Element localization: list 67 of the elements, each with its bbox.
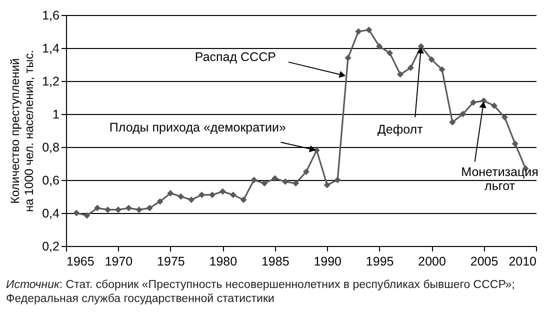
point — [73, 210, 80, 216]
point — [480, 98, 488, 104]
annotation: Распад СССР — [194, 50, 276, 64]
x-tick-label: 1975 — [157, 254, 185, 268]
point — [490, 102, 498, 109]
point — [188, 196, 195, 204]
x-tick-label: 1970 — [104, 254, 133, 268]
x-tick-label: 1980 — [209, 254, 238, 268]
y-tick-label: 0,2 — [42, 240, 60, 254]
point — [449, 119, 456, 126]
point — [407, 64, 414, 72]
point — [104, 206, 112, 213]
point — [178, 193, 184, 200]
point — [396, 71, 404, 78]
x-tick-label: 1985 — [261, 254, 290, 268]
y-tick-label: 0,6 — [42, 174, 60, 188]
point — [470, 99, 477, 106]
point — [240, 196, 247, 204]
x-tick-label: 1990 — [314, 254, 342, 268]
y-tick-label: 0,8 — [42, 140, 60, 154]
point — [114, 206, 122, 213]
y-tick-label: 0,4 — [42, 206, 60, 220]
point — [250, 176, 258, 184]
point — [94, 204, 101, 212]
x-tick-label: 2000 — [418, 254, 446, 268]
text: Источник: Стат. сборник «Преступность несовершеннолетних в республиках бывшего СССР»; Федеральная служба государственной статистики — [6, 278, 516, 306]
point — [460, 110, 466, 118]
y-tick-label: 1,6 — [42, 8, 60, 22]
point — [167, 190, 174, 196]
point — [386, 50, 394, 56]
point — [156, 198, 164, 205]
point — [428, 56, 435, 63]
point — [376, 43, 383, 50]
point — [334, 176, 341, 184]
y-tick-label: 1,2 — [42, 74, 60, 88]
point — [302, 168, 310, 175]
point — [198, 192, 206, 198]
point — [282, 178, 289, 185]
point — [512, 140, 518, 147]
annotation: Плоды прихода «демократии» — [109, 120, 286, 134]
x-tick-label: 2005 — [470, 254, 498, 268]
point — [366, 26, 372, 34]
point — [418, 43, 424, 50]
point — [355, 28, 362, 35]
point — [208, 192, 216, 198]
point — [136, 206, 142, 213]
point — [125, 204, 132, 212]
annotation: Монетизация льгот — [461, 164, 538, 193]
point — [230, 192, 236, 198]
y-axis-title: Количество преступлений на 1000 чел. населения, тыс. — [8, 50, 36, 212]
x-tick-label: 2010 — [508, 254, 537, 268]
y-tick-label: 1 — [52, 108, 60, 122]
point — [438, 66, 446, 73]
y-tick-label: 1,4 — [42, 42, 60, 56]
point — [84, 212, 90, 219]
point — [146, 204, 153, 212]
point — [501, 114, 508, 121]
point — [292, 180, 300, 187]
annotation: Дефолт — [377, 122, 424, 136]
point — [324, 182, 330, 188]
point — [272, 175, 278, 182]
point — [219, 188, 226, 195]
x-tick-label: 1995 — [366, 254, 394, 268]
point — [261, 180, 268, 187]
point — [313, 147, 320, 154]
x-tick-label: 1965 — [66, 254, 94, 268]
point — [344, 54, 352, 62]
